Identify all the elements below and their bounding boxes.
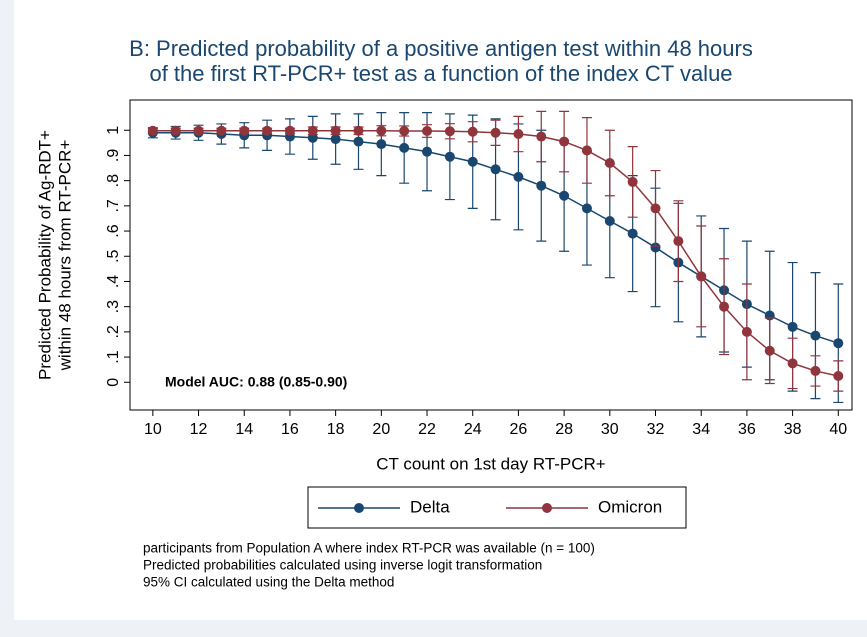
marker — [513, 171, 524, 182]
marker — [513, 129, 524, 140]
marker — [559, 190, 570, 201]
marker — [536, 131, 547, 142]
y-tick-label: .6 — [105, 224, 122, 237]
x-tick-label: 16 — [281, 421, 299, 438]
marker — [193, 125, 204, 136]
marker — [444, 126, 455, 137]
y-tick-label: .2 — [105, 325, 122, 338]
marker — [787, 321, 798, 332]
y-tick-label: .5 — [105, 249, 122, 262]
marker — [399, 142, 410, 153]
marker — [330, 125, 341, 136]
marker — [147, 125, 158, 136]
marker — [764, 345, 775, 356]
marker — [376, 139, 387, 150]
legend-marker — [542, 503, 552, 513]
annotation: Model AUC: 0.88 (0.85-0.90) — [165, 374, 347, 390]
marker — [353, 136, 364, 147]
y-tick-label: .3 — [105, 300, 122, 313]
marker — [719, 301, 730, 312]
y-tick-label: .4 — [105, 275, 122, 288]
x-tick-label: 36 — [738, 421, 756, 438]
marker — [284, 125, 295, 136]
legend-marker — [354, 503, 364, 513]
chart-title: of the first RT-PCR+ test as a function … — [149, 61, 732, 86]
x-tick-label: 20 — [372, 421, 390, 438]
note: participants from Population A where ind… — [143, 541, 595, 556]
x-tick-label: 30 — [601, 421, 619, 438]
marker — [787, 358, 798, 369]
marker — [810, 330, 821, 341]
plot-frame — [129, 99, 853, 411]
marker — [239, 125, 250, 136]
x-tick-label: 24 — [464, 421, 482, 438]
marker — [467, 126, 478, 137]
x-tick-label: 26 — [510, 421, 528, 438]
marker — [536, 180, 547, 191]
y-tick-label: 0 — [105, 378, 122, 387]
marker — [581, 203, 592, 214]
marker — [422, 126, 433, 136]
note: 95% CI calculated using the Delta method — [143, 575, 394, 590]
marker — [444, 151, 455, 162]
y-tick-label: .1 — [105, 350, 122, 363]
marker — [490, 164, 501, 175]
marker — [650, 242, 661, 253]
x-tick-label: 12 — [190, 421, 208, 438]
marker — [216, 125, 227, 136]
marker — [696, 271, 707, 282]
marker — [307, 132, 318, 143]
y-tick-label: .8 — [105, 174, 122, 187]
y-axis-label: within 48 hours from RT-PCR+ — [55, 140, 74, 372]
marker — [353, 125, 364, 136]
marker — [490, 127, 501, 138]
legend-label: Delta — [410, 497, 450, 516]
x-tick-label: 10 — [144, 421, 162, 438]
marker — [833, 338, 844, 349]
marker — [627, 176, 638, 187]
marker — [833, 370, 844, 381]
marker — [376, 125, 387, 136]
x-tick-label: 32 — [647, 421, 665, 438]
x-tick-label: 38 — [784, 421, 802, 438]
marker — [422, 146, 433, 157]
marker — [330, 134, 341, 145]
marker — [581, 145, 592, 156]
marker — [467, 156, 478, 167]
x-tick-label: 28 — [555, 421, 573, 438]
marker — [741, 326, 752, 337]
legend-label: Omicron — [598, 497, 662, 516]
y-tick-label: 1 — [105, 126, 122, 135]
x-tick-label: 18 — [327, 421, 345, 438]
y-tick-label: .7 — [105, 199, 122, 212]
x-axis-label: CT count on 1st day RT-PCR+ — [376, 454, 606, 473]
marker — [307, 125, 318, 136]
marker — [673, 236, 684, 247]
y-axis-label: Predicted Probability of Ag-RDT+ — [35, 130, 54, 380]
x-tick-label: 22 — [418, 421, 436, 438]
marker — [262, 125, 273, 136]
x-tick-label: 14 — [235, 421, 253, 438]
x-tick-label: 40 — [829, 421, 847, 438]
marker — [650, 203, 661, 214]
marker — [559, 136, 570, 147]
x-tick-label: 34 — [692, 421, 710, 438]
note: Predicted probabilities calculated using… — [143, 558, 542, 573]
marker — [170, 125, 181, 136]
marker — [604, 158, 615, 169]
marker — [399, 126, 410, 136]
marker — [604, 215, 615, 226]
chart-title: B: Predicted probability of a positive a… — [129, 36, 753, 61]
y-tick-label: .9 — [105, 149, 122, 162]
marker — [810, 365, 821, 376]
marker — [627, 228, 638, 239]
